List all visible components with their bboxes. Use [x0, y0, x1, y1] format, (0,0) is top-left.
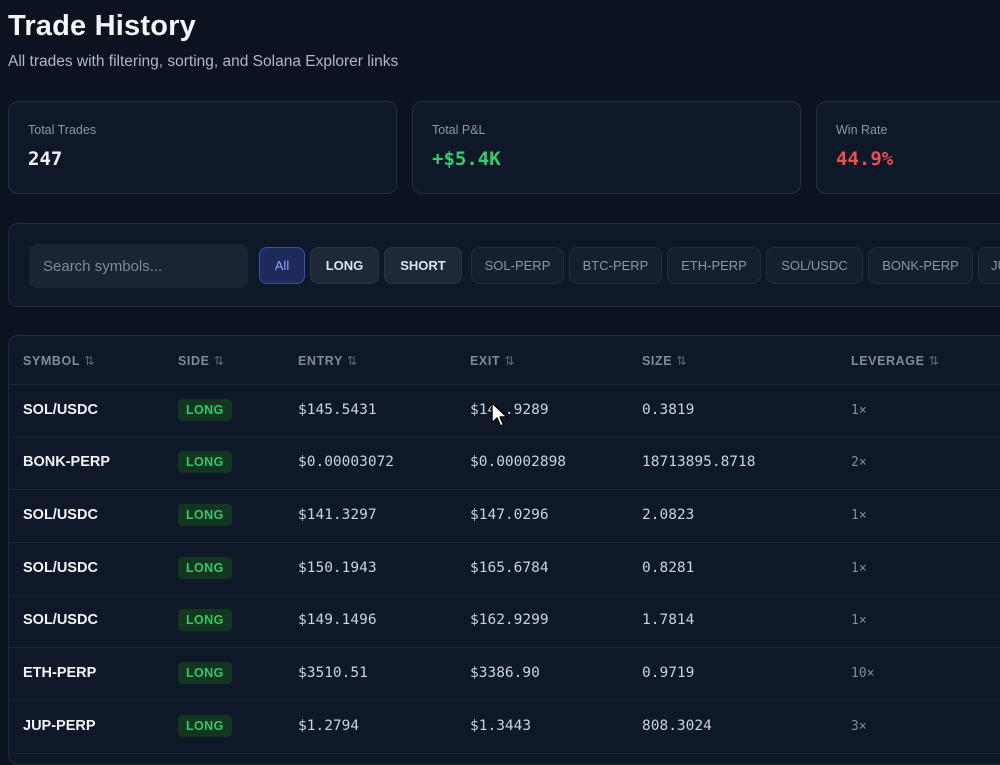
sort-icon: ⇅ — [676, 354, 688, 368]
table-row[interactable]: SOL/USDC LONG $149.1496 $162.9299 1.7814… — [9, 595, 1000, 648]
stat-value: 247 — [28, 148, 63, 170]
column-label: SIZE — [642, 354, 673, 368]
side-badge: LONG — [178, 399, 232, 421]
size-cell: 0.8281 — [642, 560, 695, 576]
stat-card-win-rate: Win Rate 44.9% — [816, 101, 1000, 194]
exit-cell: $165.6784 — [470, 560, 549, 576]
exit-cell: $1.3443 — [470, 718, 532, 734]
filter-chip-all[interactable]: All — [259, 247, 305, 284]
filter-chip-eth-perp[interactable]: ETH-PERP — [667, 247, 761, 284]
column-header-entry[interactable]: ENTRY ⇅ — [298, 353, 358, 368]
sort-icon: ⇅ — [213, 354, 225, 368]
column-label: SYMBOL — [23, 354, 81, 368]
mouse-cursor-icon — [491, 402, 508, 427]
stat-value: 44.9% — [836, 148, 894, 170]
stat-label: Total Trades — [28, 123, 97, 137]
size-cell: 2.0823 — [642, 507, 695, 523]
side-badge: LONG — [178, 504, 232, 526]
table-row[interactable]: ETH-PERP LONG $3510.51 $3386.90 0.9719 1… — [9, 648, 1000, 701]
size-cell: 18713895.8718 — [642, 454, 756, 470]
filter-chip-short[interactable]: SHORT — [384, 247, 462, 284]
stat-label: Total P&L — [432, 123, 486, 137]
column-label: EXIT — [470, 354, 501, 368]
page-subtitle: All trades with filtering, sorting, and … — [8, 53, 399, 70]
page-title: Trade History — [8, 10, 196, 42]
stat-card-total-trades: Total Trades 247 — [8, 101, 397, 194]
filter-chip-jup-perp[interactable]: JUP-PERP — [978, 247, 1000, 284]
column-label: ENTRY — [298, 354, 343, 368]
side-badge: LONG — [178, 609, 232, 631]
table-row[interactable]: BONK-PERP LONG $0.00003072 $0.00002898 1… — [9, 437, 1000, 490]
column-header-size[interactable]: SIZE ⇅ — [642, 353, 687, 368]
leverage-cell: 2× — [851, 455, 867, 470]
sort-icon: ⇅ — [84, 354, 96, 368]
entry-cell: $0.00003072 — [298, 454, 395, 470]
side-badge: LONG — [178, 557, 232, 579]
side-badge: LONG — [178, 715, 232, 737]
exit-cell: $0.00002898 — [470, 454, 567, 470]
symbol-cell: SOL/USDC — [23, 402, 98, 418]
symbol-cell: SOL/USDC — [23, 612, 98, 628]
leverage-cell: 1× — [851, 403, 867, 418]
size-cell: 0.9719 — [642, 665, 695, 681]
table-row[interactable]: SOL/USDC LONG $141.3297 $147.0296 2.0823… — [9, 490, 1000, 543]
entry-cell: $150.1943 — [298, 560, 377, 576]
entry-cell: $141.3297 — [298, 507, 377, 523]
stat-card-total-pnl: Total P&L +$5.4K — [412, 101, 801, 194]
filter-chip-sol-perp[interactable]: SOL-PERP — [471, 247, 564, 284]
entry-cell: $1.2794 — [298, 718, 360, 734]
stat-value: +$5.4K — [432, 148, 501, 170]
column-header-exit[interactable]: EXIT ⇅ — [470, 353, 515, 368]
symbol-cell: ETH-PERP — [23, 665, 97, 681]
exit-cell: $162.9299 — [470, 612, 549, 628]
side-badge: LONG — [178, 451, 232, 473]
symbol-cell: SOL/USDC — [23, 560, 98, 576]
leverage-cell: 10× — [851, 666, 875, 681]
sort-icon: ⇅ — [346, 354, 358, 368]
exit-cell: $3386.90 — [470, 665, 540, 681]
leverage-cell: 1× — [851, 613, 867, 628]
size-cell: 1.7814 — [642, 612, 695, 628]
side-badge: LONG — [178, 662, 232, 684]
sort-icon: ⇅ — [504, 354, 516, 368]
size-cell: 0.3819 — [642, 402, 695, 418]
filter-panel: All LONG SHORT SOL-PERP BTC-PERP ETH-PER… — [8, 223, 1000, 307]
filter-chip-sol-usdc[interactable]: SOL/USDC — [766, 247, 863, 284]
filter-chip-long[interactable]: LONG — [310, 247, 379, 284]
table-row[interactable]: SOL/USDC LONG $145.5431 $14_.9289 0.3819… — [9, 385, 1000, 438]
filter-chip-btc-perp[interactable]: BTC-PERP — [569, 247, 662, 284]
search-input[interactable] — [29, 244, 248, 288]
entry-cell: $145.5431 — [298, 402, 377, 418]
symbol-cell: BONK-PERP — [23, 454, 111, 470]
exit-cell: $14_.9289 — [470, 402, 549, 418]
sort-icon: ⇅ — [928, 354, 940, 368]
column-label: SIDE — [178, 354, 210, 368]
column-header-symbol[interactable]: SYMBOL ⇅ — [23, 353, 95, 368]
column-header-leverage[interactable]: LEVERAGE ⇅ — [851, 353, 940, 368]
symbol-cell: JUP-PERP — [23, 718, 96, 734]
size-cell: 808.3024 — [642, 718, 712, 734]
table-header: SYMBOL ⇅ SIDE ⇅ ENTRY ⇅ EXIT ⇅ SIZE ⇅ LEVERAG… — [9, 336, 1000, 385]
leverage-cell: 1× — [851, 508, 867, 523]
leverage-cell: 1× — [851, 561, 867, 576]
symbol-cell: SOL/USDC — [23, 507, 98, 523]
table-row[interactable]: SOL/USDC LONG $150.1943 $165.6784 0.8281… — [9, 543, 1000, 596]
leverage-cell: 3× — [851, 719, 867, 734]
stat-label: Win Rate — [836, 123, 888, 137]
column-label: LEVERAGE — [851, 354, 925, 368]
filter-chip-bonk-perp[interactable]: BONK-PERP — [868, 247, 973, 284]
exit-cell: $147.0296 — [470, 507, 549, 523]
entry-cell: $149.1496 — [298, 612, 377, 628]
table-row[interactable]: JUP-PERP LONG $1.2794 $1.3443 808.3024 3… — [9, 701, 1000, 754]
entry-cell: $3510.51 — [298, 665, 368, 681]
column-header-side[interactable]: SIDE ⇅ — [178, 353, 225, 368]
trades-table: SYMBOL ⇅ SIDE ⇅ ENTRY ⇅ EXIT ⇅ SIZE ⇅ LEVERAG… — [8, 335, 1000, 765]
